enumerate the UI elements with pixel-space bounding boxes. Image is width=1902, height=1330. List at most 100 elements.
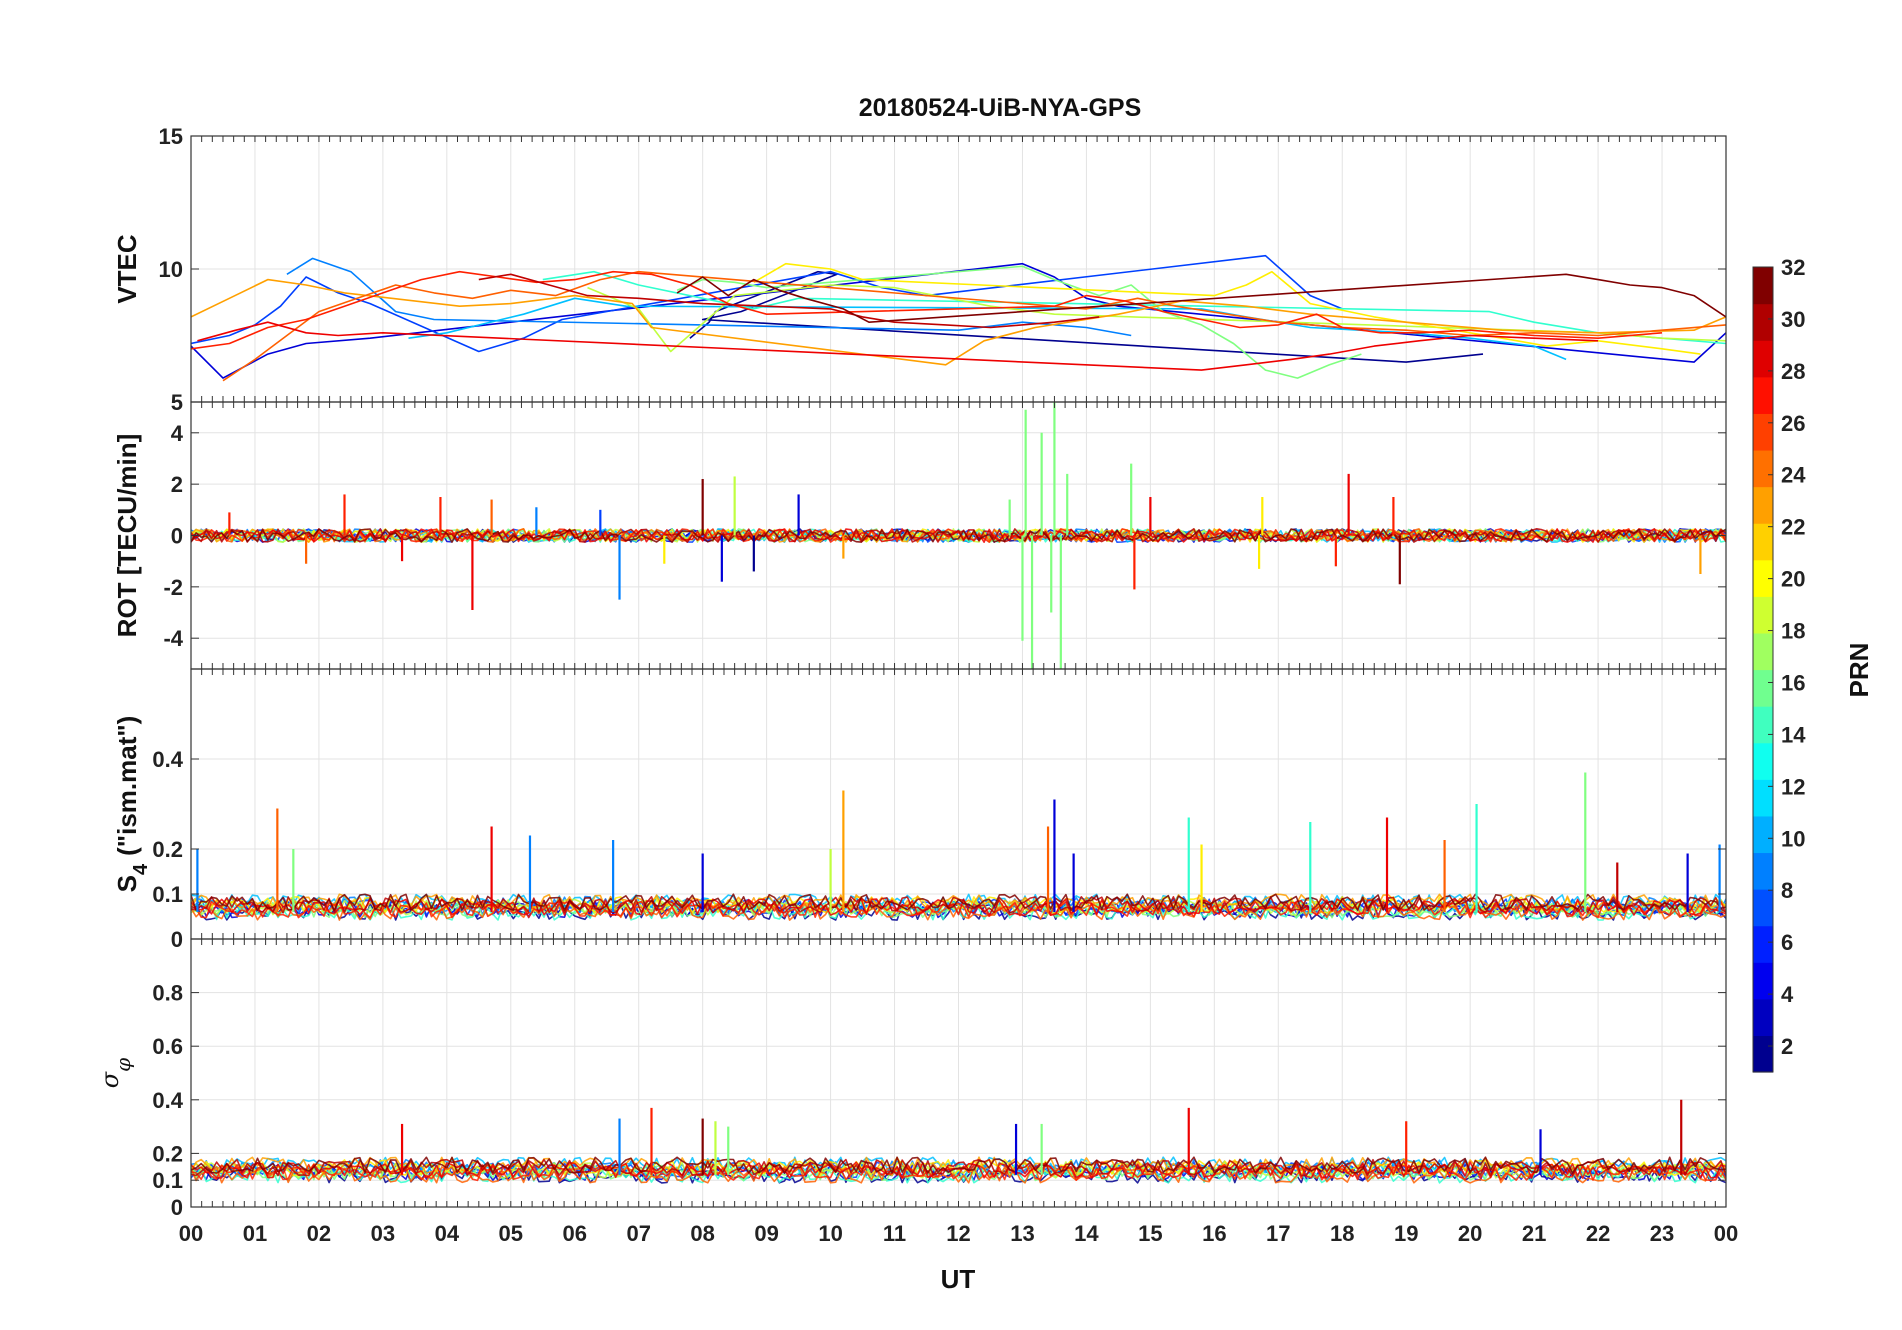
noise-line [191, 528, 1726, 543]
x-axis-label: UT [941, 1264, 976, 1294]
colorbar-segment [1753, 632, 1773, 671]
x-tick-label: 23 [1650, 1221, 1674, 1246]
colorbar-segment [1753, 376, 1773, 414]
y-axis-label: ROT [TECU/min] [112, 434, 142, 638]
series-line [676, 273, 1726, 323]
colorbar-segment [1753, 706, 1773, 744]
x-tick-label: 18 [1330, 1221, 1354, 1246]
colorbar-tick-label: 4 [1781, 982, 1794, 1007]
series-line [222, 270, 1726, 382]
colorbar-segment [1753, 962, 1773, 1000]
plot-area [191, 402, 1726, 669]
colorbar-segment [1753, 486, 1773, 524]
y-tick-label: 0.4 [152, 747, 183, 772]
series-line [191, 278, 1726, 366]
colorbar-tick-label: 16 [1781, 670, 1805, 695]
colorbar-tick-label: 26 [1781, 411, 1805, 436]
plot-area [191, 254, 1726, 382]
x-tick-label: 10 [818, 1221, 842, 1246]
colorbar-segment [1753, 523, 1773, 561]
y-tick-label: 0.2 [152, 1141, 183, 1166]
chart-title: 20180524-UiB-NYA-GPS [859, 94, 1142, 122]
colorbar-segment [1753, 815, 1773, 854]
series-line [753, 262, 1701, 355]
noise-line [191, 898, 1726, 916]
y-axis-label: S4("ism.mat") [112, 716, 152, 893]
x-tick-label: 08 [690, 1221, 714, 1246]
colorbar-segment [1753, 267, 1773, 305]
x-tick-label: 22 [1586, 1221, 1610, 1246]
panel-s4: 0 0.1 0.2 0.4S4("ism.mat") [112, 668, 1727, 952]
series-line [478, 273, 1100, 329]
colorbar-label: PRN [1844, 643, 1874, 698]
x-tick-label: 20 [1458, 1221, 1482, 1246]
noise-line [191, 1161, 1726, 1179]
x-tick-label: 00 [1714, 1221, 1738, 1246]
x-tick-label: 21 [1522, 1221, 1546, 1246]
x-tick-label: 03 [371, 1221, 395, 1246]
colorbar-segment [1753, 449, 1773, 488]
noise-line [191, 1156, 1726, 1174]
y-tick-label: 0 [171, 1195, 183, 1220]
colorbar-segment [1753, 889, 1773, 927]
y-tick-label: 0 [171, 927, 183, 952]
colorbar-segment [1753, 413, 1773, 451]
colorbar-segment [1753, 742, 1773, 780]
x-tick-label: 09 [754, 1221, 778, 1246]
x-tick-label: 13 [1010, 1221, 1034, 1246]
y-tick-label: 0.1 [152, 1168, 183, 1193]
panel-vtec: 5 10 15 VTEC [112, 124, 1727, 415]
x-tick-label: 01 [243, 1221, 267, 1246]
colorbar-tick-label: 10 [1781, 826, 1805, 851]
colorbar-tick-label: 2 [1781, 1034, 1793, 1059]
plot-area [191, 1099, 1726, 1184]
noise-line [191, 903, 1726, 921]
colorbar-segment [1753, 669, 1773, 707]
colorbar-segment [1753, 340, 1773, 378]
x-tick-label: 17 [1266, 1221, 1290, 1246]
series-line [191, 254, 1343, 353]
colorbar-tick-label: 24 [1781, 463, 1806, 488]
y-tick-label: 0.4 [152, 1088, 183, 1113]
x-tick-label: 04 [435, 1221, 460, 1246]
y-tick-label: 0 [171, 524, 183, 549]
plot-area [191, 772, 1726, 921]
x-axis: 00 01 02 03 04 05 06 07 08 09 10 11 12 13 14 15 16 17 18 19… [179, 1221, 1738, 1246]
x-tick-label: 06 [563, 1221, 587, 1246]
noise-line [191, 896, 1726, 914]
colorbar-tick-label: 12 [1781, 774, 1805, 799]
x-tick-label: 11 [883, 1221, 906, 1246]
colorbar-segment [1753, 779, 1773, 817]
colorbar-tick-label: 18 [1781, 619, 1805, 644]
y-tick-label: 10 [159, 257, 183, 282]
colorbar-segment [1753, 1035, 1773, 1073]
colorbar-tick-label: 28 [1781, 359, 1805, 384]
x-tick-label: 00 [179, 1221, 203, 1246]
colorbar-tick-label: 32 [1781, 255, 1805, 280]
y-tick-label: 0.2 [152, 837, 183, 862]
y-tick-label: -2 [163, 575, 183, 600]
noise-line [191, 1166, 1726, 1184]
x-tick-label: 02 [307, 1221, 331, 1246]
series-line [191, 270, 1663, 350]
y-tick-label: -4 [163, 626, 183, 651]
series-line [587, 284, 1726, 353]
colorbar-tick-label: 20 [1781, 567, 1805, 592]
colorbar-segment [1753, 559, 1773, 597]
y-tick-label: 0.6 [152, 1034, 183, 1059]
y-tick-label: 5 [171, 390, 183, 415]
x-tick-label: 05 [499, 1221, 523, 1246]
colorbar-tick-label: 6 [1781, 930, 1793, 955]
series-line [197, 321, 1599, 371]
colorbar-frame [1752, 266, 1774, 1073]
y-tick-label: 2 [171, 472, 183, 497]
x-tick-label: 15 [1138, 1221, 1162, 1246]
y-axis-label: σφ [96, 1058, 135, 1088]
y-tick-label: 4 [171, 421, 184, 446]
colorbar-segment [1753, 998, 1773, 1037]
x-tick-label: 16 [1202, 1221, 1226, 1246]
y-axis-label: VTEC [112, 234, 142, 304]
colorbar-segment [1753, 925, 1773, 963]
